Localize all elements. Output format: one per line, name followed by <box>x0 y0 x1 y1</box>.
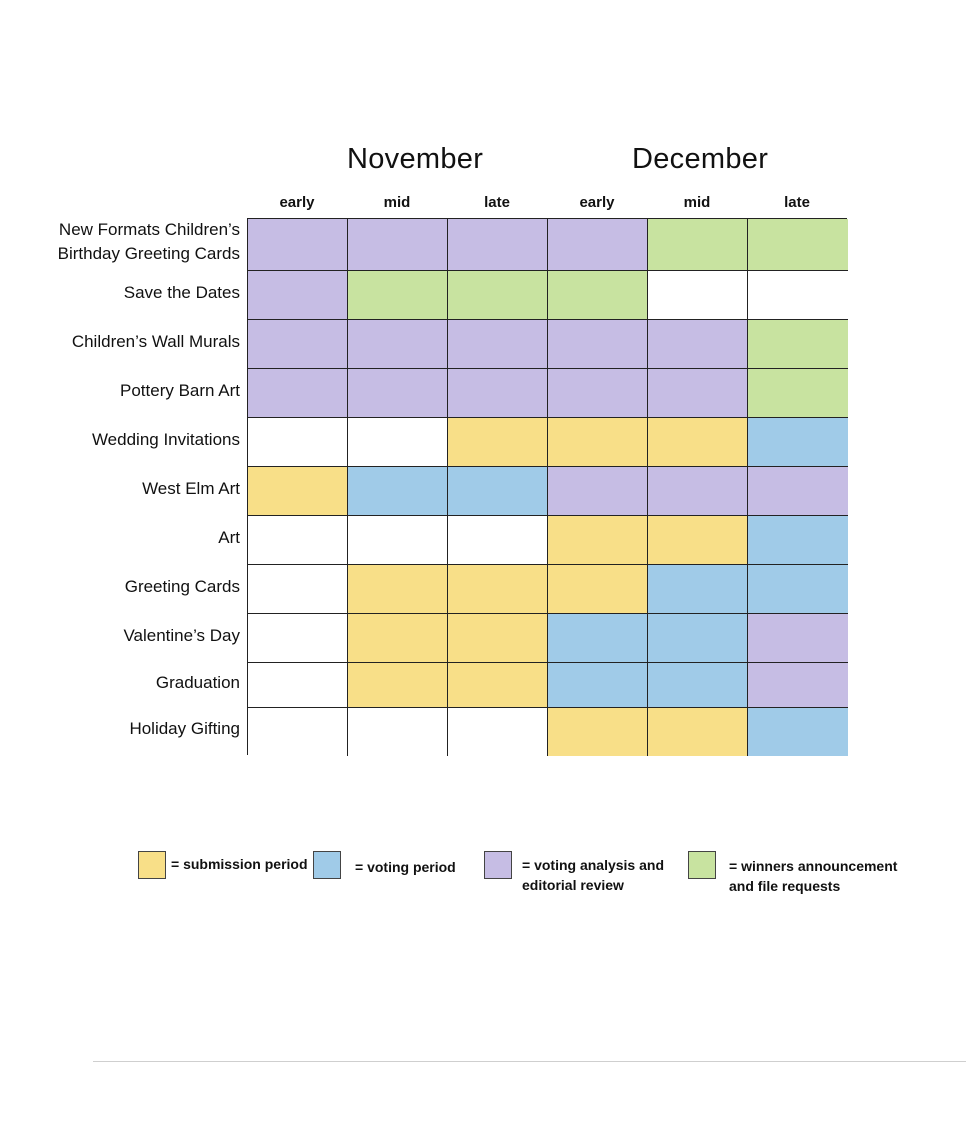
schedule-cell-none <box>248 565 348 614</box>
schedule-cell-none <box>248 516 348 565</box>
schedule-grid <box>247 218 848 756</box>
schedule-cell-winners <box>748 320 848 369</box>
schedule-cell-none <box>248 663 348 708</box>
schedule-cell-analysis <box>348 369 448 418</box>
schedule-cell-submission <box>648 708 748 756</box>
month-header-november: November <box>347 143 484 175</box>
row-label: Pottery Barn Art <box>120 380 240 400</box>
schedule-cell-voting <box>648 565 748 614</box>
row-label: Valentine’s Day <box>123 625 240 645</box>
legend-label-analysis: = voting analysis and editorial review <box>522 857 664 893</box>
schedule-cell-voting <box>748 418 848 467</box>
schedule-cell-none <box>348 418 448 467</box>
period-header: mid <box>683 194 711 211</box>
schedule-cell-winners <box>748 369 848 418</box>
schedule-cell-analysis <box>648 369 748 418</box>
schedule-cell-submission <box>248 467 348 516</box>
schedule-cell-submission <box>448 614 548 663</box>
schedule-cell-analysis <box>748 614 848 663</box>
schedule-cell-submission <box>348 663 448 708</box>
row-label: Children’s Wall Murals <box>71 331 240 351</box>
schedule-cell-analysis <box>248 320 348 369</box>
row-label: New Formats Children’s Birthday Greeting… <box>57 220 240 263</box>
schedule-cell-none <box>448 708 548 756</box>
schedule-cell-submission <box>348 614 448 663</box>
schedule-cell-winners <box>348 271 448 320</box>
schedule-cell-none <box>348 708 448 756</box>
schedule-cell-none <box>448 516 548 565</box>
schedule-cell-voting <box>548 663 648 708</box>
period-header: early <box>579 194 615 211</box>
schedule-cell-voting <box>648 614 748 663</box>
legend-label-winners: = winners announcement and file requests <box>729 858 898 894</box>
schedule-cell-voting <box>748 565 848 614</box>
legend-swatch-winners <box>688 851 716 879</box>
period-header: late <box>484 194 510 211</box>
schedule-cell-winners <box>748 219 848 271</box>
schedule-cell-submission <box>548 565 648 614</box>
schedule-cell-analysis <box>648 320 748 369</box>
schedule-cell-none <box>748 271 848 320</box>
period-header: late <box>784 194 810 211</box>
schedule-cell-analysis <box>248 369 348 418</box>
period-header: early <box>279 194 315 211</box>
schedule-cell-voting <box>648 663 748 708</box>
row-label: Holiday Gifting <box>129 719 240 738</box>
schedule-cell-submission <box>548 516 648 565</box>
legend-label-voting: = voting period <box>355 859 456 875</box>
schedule-cell-voting <box>748 516 848 565</box>
schedule-cell-analysis <box>348 219 448 271</box>
schedule-cell-analysis <box>248 219 348 271</box>
schedule-cell-analysis <box>648 467 748 516</box>
schedule-cell-none <box>248 614 348 663</box>
schedule-cell-analysis <box>548 219 648 271</box>
schedule-cell-submission <box>448 663 548 708</box>
schedule-cell-submission <box>548 708 648 756</box>
schedule-cell-submission <box>648 516 748 565</box>
schedule-cell-analysis <box>448 369 548 418</box>
schedule-cell-analysis <box>748 663 848 708</box>
schedule-cell-submission <box>448 565 548 614</box>
schedule-cell-voting <box>548 614 648 663</box>
row-label: Greeting Cards <box>124 576 240 596</box>
schedule-cell-submission <box>448 418 548 467</box>
schedule-cell-submission <box>548 418 648 467</box>
schedule-cell-voting <box>448 467 548 516</box>
schedule-cell-winners <box>548 271 648 320</box>
schedule-cell-submission <box>348 565 448 614</box>
row-label: Wedding Invitations <box>91 429 240 449</box>
schedule-cell-voting <box>748 708 848 756</box>
schedule-cell-analysis <box>448 219 548 271</box>
legend-swatch-analysis <box>484 851 512 879</box>
schedule-cell-analysis <box>348 320 448 369</box>
row-label: Save the Dates <box>123 282 240 302</box>
schedule-cell-none <box>648 271 748 320</box>
schedule-cell-analysis <box>548 369 648 418</box>
schedule-cell-winners <box>448 271 548 320</box>
legend-label-submission: = submission period <box>171 856 308 872</box>
schedule-cell-voting <box>348 467 448 516</box>
schedule-cell-none <box>248 418 348 467</box>
schedule-cell-analysis <box>748 467 848 516</box>
bottom-divider <box>93 1061 966 1062</box>
schedule-cell-winners <box>648 219 748 271</box>
row-label: Art <box>218 527 240 547</box>
schedule-cell-analysis <box>548 320 648 369</box>
schedule-cell-analysis <box>448 320 548 369</box>
row-label: West Elm Art <box>142 478 240 498</box>
month-header-december: December <box>632 143 769 175</box>
schedule-cell-analysis <box>548 467 648 516</box>
row-label: Graduation <box>155 672 240 692</box>
schedule-cell-submission <box>648 418 748 467</box>
legend-swatch-voting <box>313 851 341 879</box>
schedule-cell-analysis <box>248 271 348 320</box>
schedule-cell-none <box>348 516 448 565</box>
schedule-cell-none <box>248 708 348 756</box>
legend-swatch-submission <box>138 851 166 879</box>
period-header: mid <box>383 194 411 211</box>
